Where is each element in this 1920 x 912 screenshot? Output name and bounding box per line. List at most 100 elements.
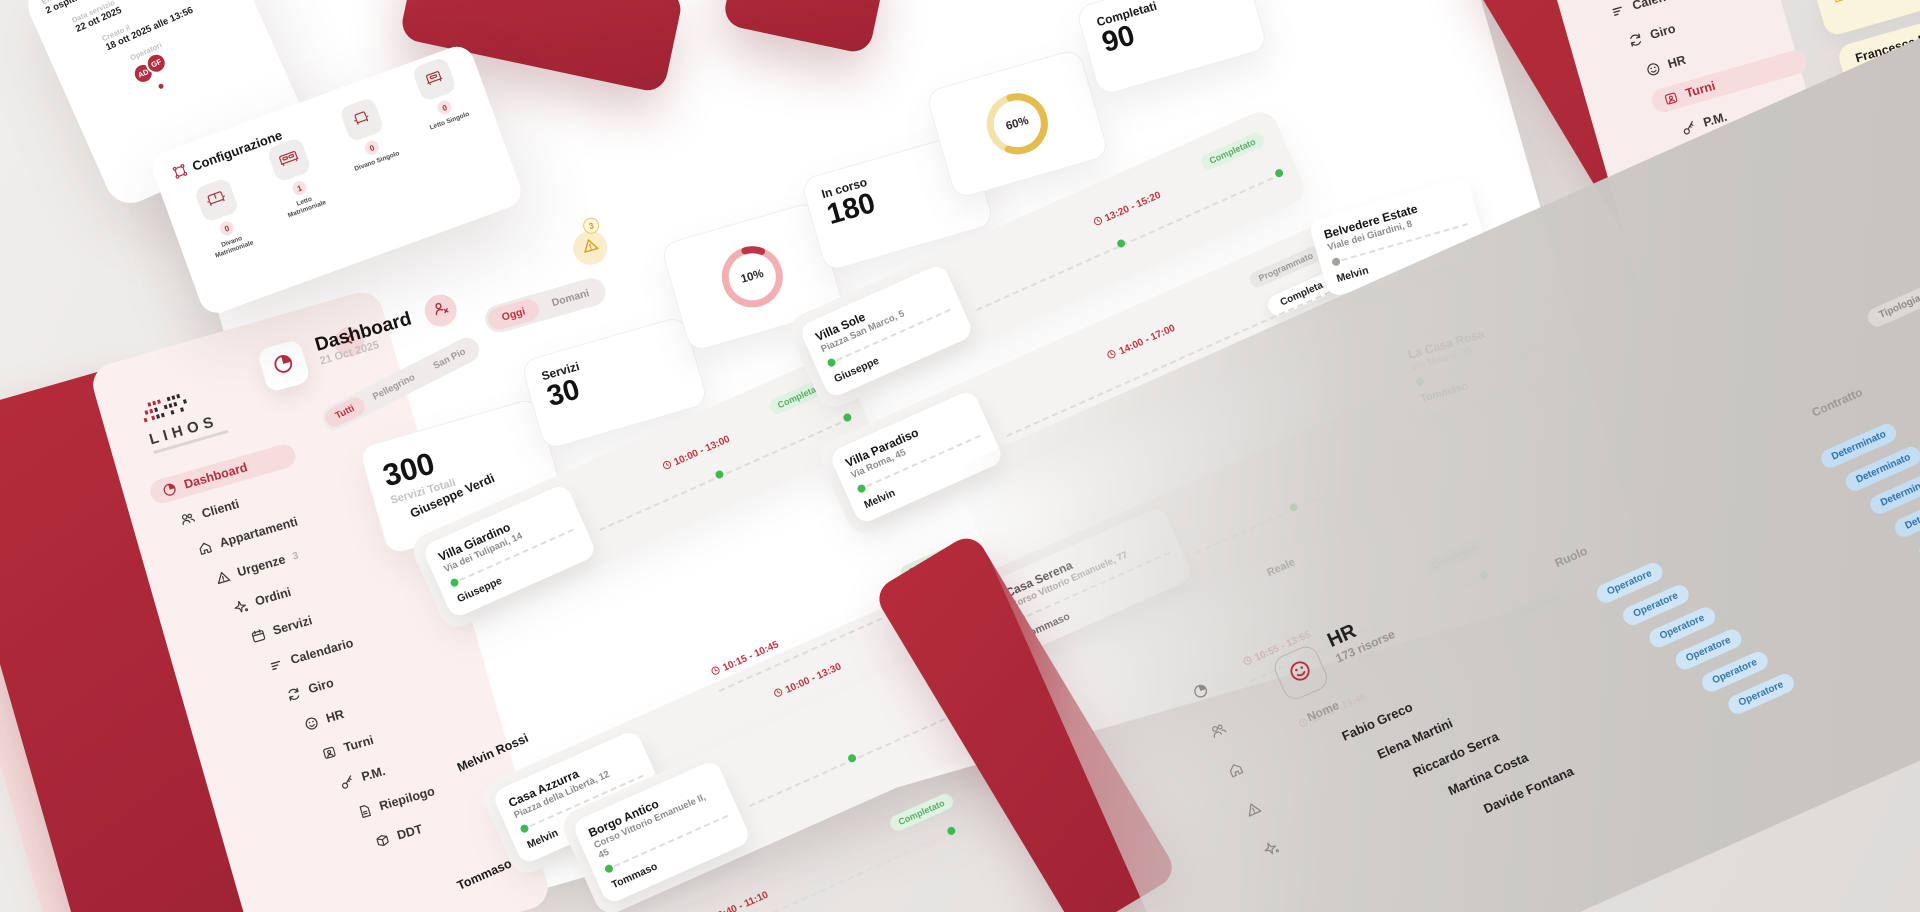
- service-stop-block: Villa Paradiso Via Roma, 45 Melvin 14:00…: [815, 220, 1367, 539]
- hr-panel: Reale HR 173 risorse Nome Fabio Greco Ele…: [950, 0, 1920, 912]
- clock-icon: [772, 686, 786, 702]
- hr-name-list: Fabio Greco Elena Martini Riccardo Serra Ma…: [1339, 691, 1575, 872]
- status-badge: Completato: [1198, 130, 1267, 173]
- sidebar-item-label: Dashboard: [182, 460, 250, 492]
- sidebar-item-label: Turni: [342, 732, 376, 755]
- alert-icon[interactable]: [1243, 798, 1264, 819]
- clock-icon: [1091, 215, 1105, 231]
- sidebar-item-label: Giro: [306, 675, 336, 697]
- status-dot: [157, 82, 165, 90]
- home-icon[interactable]: [1225, 759, 1246, 780]
- users-icon: [178, 509, 197, 528]
- sidebar-item[interactable]: Dashboard: [147, 441, 299, 507]
- sidebar-item[interactable]: Giro: [1613, 0, 1773, 56]
- clock-icon: [660, 459, 674, 475]
- clock-icon: [709, 664, 723, 680]
- sidebar-item[interactable]: Calendario: [1596, 0, 1756, 27]
- ring-60-percent: 60%: [1004, 114, 1031, 133]
- bed-config-tiles: 0 Divano Matrimoniale 1 Letto Matrimonia…: [180, 56, 491, 265]
- sidebar-item[interactable]: Turni: [307, 705, 458, 769]
- brand-logo: LIHOS: [140, 379, 246, 455]
- smile-icon: [1644, 60, 1663, 79]
- clock-icon: [1105, 348, 1119, 364]
- sidebar-item-label: HR: [324, 707, 346, 726]
- sparkle-icon[interactable]: [1260, 838, 1281, 859]
- sidebar-item[interactable]: P.M.: [325, 734, 476, 798]
- bed-double-icon: [275, 146, 303, 174]
- pie-icon[interactable]: [1190, 681, 1211, 702]
- bed-type-label: Divano Singolo: [353, 150, 401, 173]
- remove-operator-button[interactable]: [420, 290, 461, 331]
- hr-icon-rail: [1190, 681, 1292, 884]
- person-x-icon: [429, 298, 451, 324]
- idcard-icon: [1662, 89, 1681, 108]
- refresh-icon: [1626, 30, 1645, 49]
- list-icon: [1608, 1, 1627, 20]
- dashboard-header: Dashboard 21 Oct 2025 Oggi Domani 3: [255, 152, 958, 451]
- route-dot: [449, 577, 460, 588]
- timeline-rail: 14:00 - 17:00 Programmato Completa: [982, 233, 1354, 456]
- kpi-ring-10-card: 10%: [660, 200, 845, 353]
- route-dot: [519, 823, 530, 834]
- urgent-alerts-button[interactable]: 3: [569, 215, 612, 269]
- sidebar-item[interactable]: Ordini: [218, 559, 369, 623]
- bed-config-tile[interactable]: 1 Letto Matrimoniale: [259, 134, 334, 222]
- sidebar-item[interactable]: HR: [1631, 19, 1791, 86]
- back-button[interactable]: [330, 323, 368, 361]
- gridsel-icon: [170, 162, 189, 181]
- sidebar-item[interactable]: P.M.: [1667, 77, 1827, 144]
- sidebar-item[interactable]: Urgenze 3: [201, 529, 352, 593]
- sofa-double-icon: [202, 186, 230, 214]
- sidebar-item[interactable]: Riepilogo: [343, 763, 494, 827]
- sofa-single-icon: [348, 105, 376, 133]
- ring-10-percent: 10%: [739, 267, 766, 286]
- service-time: 10:15 - 10:45: [709, 638, 781, 680]
- sidebar-item[interactable]: Appartamenti: [183, 500, 334, 564]
- shift-row[interactable]: [1813, 0, 1920, 38]
- key-icon: [338, 772, 357, 791]
- sidebar-item-label: Giro: [1648, 21, 1678, 43]
- sidebar-item[interactable]: Turni: [1648, 47, 1810, 115]
- refresh-icon: [284, 685, 303, 704]
- sidebar-item-label: P.M.: [359, 763, 387, 785]
- hr-section-tile: [1270, 642, 1332, 704]
- calendar-icon: [249, 626, 268, 645]
- sidebar-item-label: Clienti: [200, 496, 241, 521]
- sidebar-item[interactable]: Giro: [272, 646, 423, 710]
- sidebar-menu: Dashboard Clienti Appartamenti: [147, 407, 526, 886]
- sidebar-item[interactable]: Servizi: [236, 588, 387, 652]
- sidebar-item[interactable]: HR: [289, 676, 440, 740]
- bed-type-label: Letto Singolo: [428, 110, 471, 132]
- sidebar-item-label: Riepilogo: [377, 784, 437, 814]
- sidebar-item[interactable]: Clienti: [165, 471, 316, 535]
- bed-config-tile[interactable]: 0 Divano Singolo: [331, 94, 406, 182]
- status-badge: Completato: [887, 791, 956, 834]
- sidebar-item[interactable]: DDT: [360, 793, 511, 857]
- sidebar-item[interactable]: Calendario: [254, 617, 405, 681]
- hr-contract-chips: Determinato Determinato Determinato Determi…: [1818, 420, 1920, 624]
- hr-role-chips: Operatore Operatore Operatore Operatore Oper…: [1593, 559, 1797, 758]
- warning-triangle-icon: [579, 235, 601, 261]
- bed-type-label: Divano Matrimoniale: [214, 234, 255, 260]
- arrow-left-icon: [340, 331, 359, 353]
- bed-count-badge: 1: [290, 179, 309, 198]
- sidebar: LIHOS Dashboard Clienti App: [88, 287, 553, 912]
- key-icon: [1679, 118, 1698, 137]
- day-toggle-option[interactable]: Oggi: [485, 296, 542, 333]
- hr-col-reale: Reale: [1265, 556, 1297, 580]
- lihos-logo-mark: [143, 393, 187, 423]
- hr-col-nome: Nome: [1304, 697, 1342, 725]
- day-toggle-option[interactable]: Domani: [550, 287, 591, 310]
- file-icon: [355, 802, 374, 821]
- smile-icon: [302, 714, 321, 733]
- timeline-rail: 10:00 - 13:00 Completato: [575, 364, 865, 551]
- bed-config-tile[interactable]: 0 Divano Matrimoniale: [186, 174, 261, 262]
- smile-icon: [1284, 655, 1318, 691]
- users-icon[interactable]: [1208, 720, 1229, 741]
- bed-config-tile[interactable]: 0 Letto Singolo: [404, 54, 479, 142]
- hr-col-tipologia[interactable]: Tipologia: [1864, 284, 1920, 330]
- sidebar-item-label: Calendario: [1631, 0, 1697, 13]
- hours-warning: [1832, 0, 1920, 7]
- kpi-ring-60-card: 60%: [925, 47, 1110, 200]
